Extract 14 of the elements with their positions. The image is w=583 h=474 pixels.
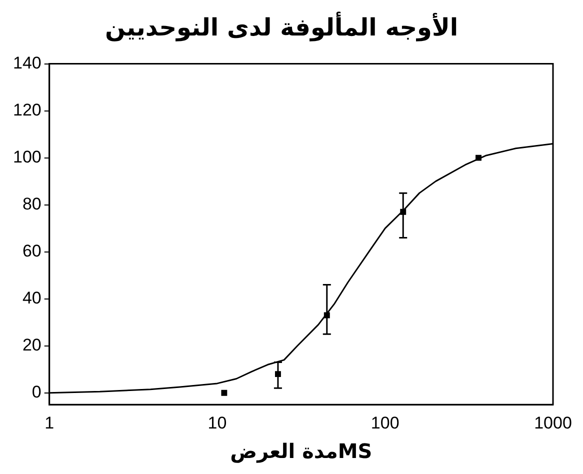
chart-title: الأوجه المألوفة لدى النوحديين — [104, 12, 458, 42]
x-tick-label: 10 — [208, 413, 227, 432]
y-tick-label: 80 — [22, 194, 42, 214]
x-tick-label: 1 — [44, 413, 54, 432]
y-tick-label: 120 — [12, 100, 42, 120]
x-axis-title: مدة العرضMS — [230, 439, 372, 464]
x-tick-label: 100 — [370, 413, 400, 432]
y-tick-label: 0 — [32, 382, 42, 402]
y-tick-label: 40 — [22, 288, 42, 308]
y-tick-label: 20 — [22, 336, 42, 355]
x-tick-label: 1000 — [534, 413, 572, 432]
y-tick-label: 60 — [22, 242, 42, 261]
y-tick-label: 100 — [12, 148, 42, 166]
y-tick-label: 140 — [12, 53, 42, 72]
